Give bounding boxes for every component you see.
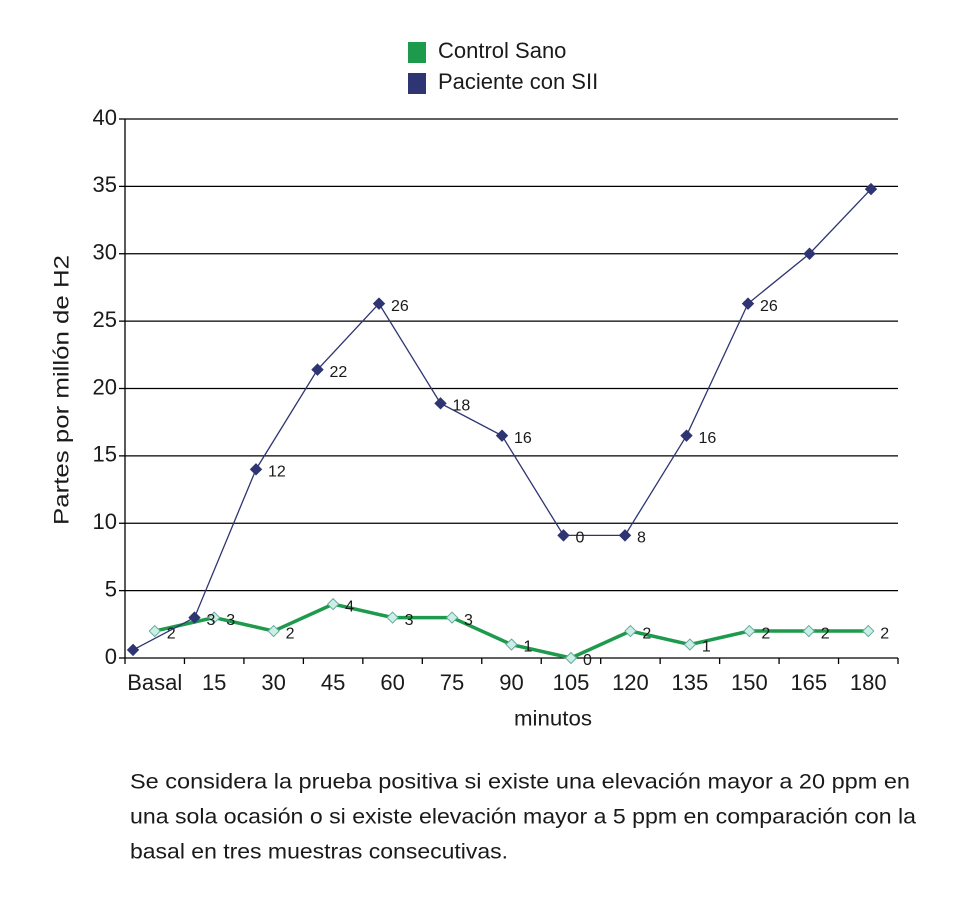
data-label: 4 (345, 598, 354, 615)
point-marker (495, 429, 509, 442)
point-marker (434, 397, 447, 410)
y-tick-label: 40 (93, 105, 117, 130)
x-tick-label: 165 (790, 670, 827, 695)
x-tick-label: 105 (553, 670, 590, 695)
point-marker (564, 651, 578, 665)
legend-swatch (408, 73, 426, 94)
point-marker (126, 643, 140, 657)
point-marker (741, 297, 755, 310)
x-tick-label: 15 (202, 670, 226, 695)
data-label: 2 (167, 625, 176, 642)
point-label: 26 (391, 298, 409, 315)
data-label: 2 (880, 625, 889, 642)
y-tick-label: 10 (93, 509, 117, 534)
point-marker (311, 363, 324, 376)
data-label: 3 (464, 612, 473, 629)
caption-line: basal en tres muestras consecutivas. (130, 841, 508, 864)
point-label: 8 (637, 530, 646, 547)
point-marker (372, 297, 386, 310)
x-tick-label: 135 (672, 670, 709, 695)
y-tick-label: 5 (105, 576, 117, 601)
x-tick-label: 30 (261, 670, 285, 695)
point-marker (624, 624, 637, 638)
data-label: 2 (821, 625, 830, 642)
x-axis-title: minutos (514, 708, 592, 731)
y-tick-label: 0 (105, 644, 117, 669)
data-label: 0 (583, 652, 592, 669)
x-tick-label: 45 (321, 670, 345, 695)
caption-line: Se considera la prueba positiva si exist… (130, 771, 910, 794)
y-tick-label: 35 (93, 172, 117, 197)
point-marker (249, 463, 263, 476)
point-label: 0 (576, 530, 585, 547)
point-marker (148, 624, 161, 638)
series-line (132, 188, 872, 651)
x-tick-label: 120 (612, 670, 649, 695)
point-label: 22 (330, 364, 348, 381)
point-marker (505, 638, 518, 651)
point-marker (326, 597, 340, 611)
y-tick-label: 25 (93, 307, 117, 332)
x-tick-label: 150 (731, 670, 768, 695)
point-marker (862, 624, 875, 638)
point-marker (207, 611, 221, 624)
x-tick-label: Basal (127, 670, 182, 695)
x-tick-label: 90 (499, 670, 523, 695)
point-marker (557, 529, 570, 542)
point-marker (864, 182, 878, 196)
point-label: 12 (268, 464, 286, 481)
data-label: 1 (702, 639, 711, 656)
point-marker (743, 624, 756, 638)
point-marker (683, 638, 697, 651)
point-label: 3 (207, 612, 216, 629)
data-label: 1 (524, 639, 533, 656)
data-label: 2 (286, 625, 295, 642)
legend-label: Control Sano (438, 38, 566, 63)
point-marker (680, 429, 693, 442)
y-axis-title: Partes por millón de H2 (51, 255, 74, 525)
data-label: 2 (642, 625, 651, 642)
point-label: 18 (453, 398, 471, 415)
caption-line: una sola ocasión o si existe elevación m… (130, 806, 916, 829)
point-marker (386, 611, 399, 624)
point-label: 26 (760, 298, 778, 315)
legend-swatch (408, 42, 426, 63)
point-marker (188, 611, 201, 624)
x-tick-label: 60 (380, 670, 404, 695)
y-tick-label: 15 (93, 442, 117, 467)
x-tick-label: 75 (440, 670, 464, 695)
legend-label: Paciente con SII (438, 69, 598, 94)
data-label: 2 (761, 625, 770, 642)
point-label: 16 (699, 430, 717, 447)
point-marker (267, 624, 280, 638)
data-label: 3 (226, 612, 235, 629)
point-marker (802, 624, 816, 638)
point-label: 16 (514, 430, 532, 447)
x-tick-label: 180 (850, 670, 887, 695)
point-marker (445, 611, 459, 624)
point-marker (618, 529, 632, 542)
point-marker (803, 247, 816, 260)
y-tick-label: 20 (93, 374, 117, 399)
data-label: 3 (405, 612, 414, 629)
y-tick-label: 30 (93, 240, 117, 265)
